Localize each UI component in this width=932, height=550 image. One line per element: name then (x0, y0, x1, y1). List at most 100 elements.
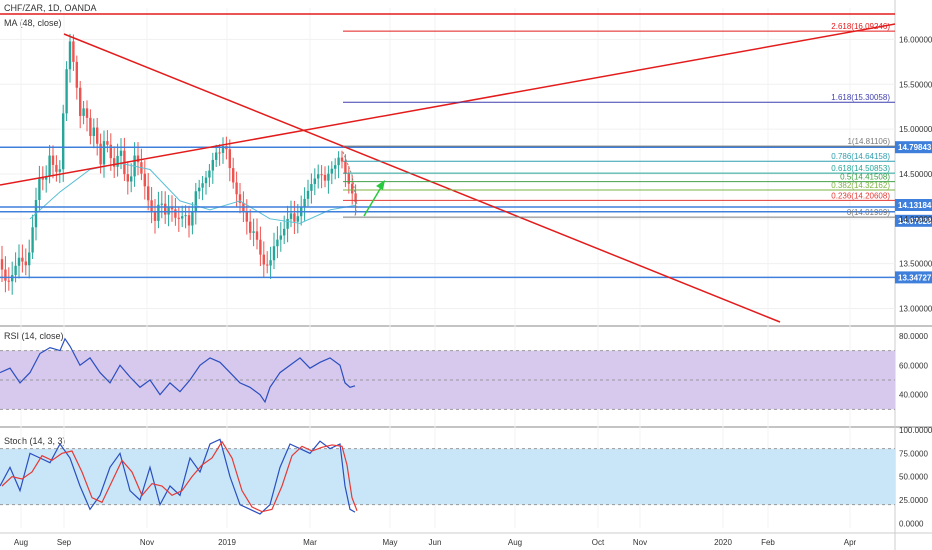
x-tick-label: Sep (57, 538, 72, 547)
candle-body (327, 173, 330, 181)
price-tick-label: 15.50000 (899, 80, 932, 89)
fib-level-label: 1(14.81106) (847, 137, 890, 146)
price-tick-label: 14.00000 (899, 215, 932, 224)
candle-body (303, 198, 306, 208)
rsi-tick-label: 80.0000 (899, 332, 928, 341)
falling-trendline (63, 33, 781, 323)
candle-body (113, 158, 116, 167)
price-tag (895, 214, 932, 227)
price-pane[interactable]: 2.618(16.09246) 1.618(15.30058) 1(14.81106… (0, 13, 932, 323)
stoch-d-line (1, 440, 358, 513)
candle-body (31, 227, 34, 253)
fib-level-label: 0(14.01909) (847, 208, 890, 217)
candle-body (184, 215, 187, 217)
candle-body (347, 173, 350, 184)
candle-body (177, 217, 180, 219)
candle-body (283, 228, 286, 236)
candle-body (317, 174, 320, 179)
candle-body (119, 150, 123, 156)
candle-body (51, 155, 55, 165)
candle-body (92, 127, 95, 136)
candle-body (255, 231, 259, 240)
ma-indicator-label: MA (48, close) (4, 18, 62, 28)
candle-body (330, 168, 333, 174)
candle-body (289, 213, 293, 219)
candle-body (17, 257, 21, 266)
candle-body (170, 207, 174, 210)
price-tick-label: 16.00000 (899, 35, 932, 44)
fib-level-label: 1.618(15.30058) (831, 93, 890, 102)
candle-body (157, 204, 160, 221)
price-tick-label: 13.00000 (899, 305, 932, 314)
candle-body (228, 149, 231, 169)
projection-dashed-line (342, 151, 358, 217)
candle-body (75, 61, 78, 88)
rsi-indicator-label: RSI (14, close) (4, 331, 64, 341)
x-tick-label: 2019 (218, 538, 236, 547)
rising-trendline (0, 23, 896, 186)
price-tag-label: 14.13184 (898, 201, 932, 210)
candle-body (194, 191, 197, 212)
candle-body (235, 182, 238, 195)
arrow-head-icon (376, 180, 385, 190)
candle-body (68, 41, 72, 70)
price-tick-label: 13.50000 (899, 260, 932, 269)
price-tag (895, 199, 932, 212)
candle-body (153, 212, 157, 221)
candle-body (89, 117, 92, 136)
candle-body (198, 187, 201, 192)
price-tag (895, 141, 932, 154)
candle-body (150, 200, 153, 213)
candle-body (187, 215, 191, 226)
candle-body (340, 157, 344, 162)
stoch-k-line (0, 438, 356, 515)
stoch-pane[interactable] (0, 438, 895, 515)
candle-body (293, 213, 296, 222)
candle-body (337, 157, 340, 166)
candle-body (272, 246, 276, 261)
candle-body (344, 161, 347, 174)
candle-body (99, 143, 102, 165)
candle-body (130, 176, 133, 182)
stoch-tick-label: 50.0000 (899, 473, 928, 482)
candle-body (143, 173, 146, 187)
candle-body (48, 155, 51, 177)
candle-body (323, 174, 327, 181)
x-tick-label: 2020 (714, 538, 732, 547)
candle-body (320, 174, 323, 176)
candle-body (79, 87, 82, 116)
x-tick-label: Aug (508, 538, 522, 547)
candle-body (269, 260, 272, 266)
candle-body (238, 194, 242, 204)
candle-body (4, 269, 7, 281)
candle-body (191, 211, 194, 226)
rsi-tick-label: 60.0000 (899, 361, 928, 370)
x-tick-label: Nov (633, 538, 647, 547)
candle-body (0, 259, 4, 270)
candle-body (160, 203, 163, 205)
stoch-band (0, 448, 895, 505)
candle-body (245, 211, 248, 222)
candle-body (266, 264, 269, 266)
x-tick-label: Nov (140, 538, 154, 547)
moving-average-line (29, 162, 356, 224)
fib-level-label: 2.618(16.09246) (831, 22, 890, 31)
fib-level-label: 0.382(14.32162) (831, 181, 890, 190)
candle-body (58, 169, 61, 172)
candle-body (38, 177, 41, 200)
candle-body (313, 178, 316, 185)
axes: 16.00000 15.50000 15.00000 14.50000 14.00000… (14, 35, 932, 547)
price-tag (895, 271, 932, 284)
candle-body (109, 144, 112, 159)
candle-body (306, 190, 310, 199)
candle-body (201, 183, 204, 188)
candle-body (82, 108, 85, 116)
candle-body (136, 155, 140, 163)
fib-level-label: 0.786(14.64158) (831, 152, 890, 161)
candle-body (259, 239, 262, 255)
price-tag-label: 13.34727 (898, 273, 932, 282)
rsi-pane[interactable] (0, 337, 895, 410)
candle-body (204, 177, 208, 184)
candle-body (232, 168, 235, 183)
